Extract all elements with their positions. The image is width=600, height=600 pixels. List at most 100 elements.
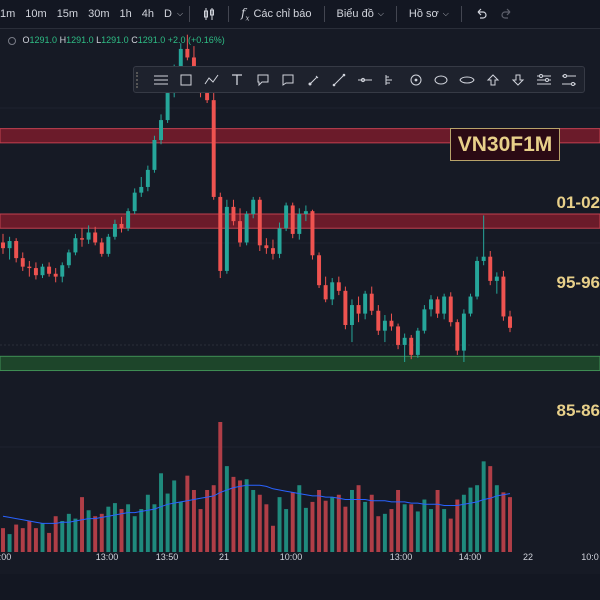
trend-line-icon[interactable] (327, 67, 353, 92)
timeframe-dropdown-icon[interactable]: ⌵ (176, 9, 184, 18)
ellipse-icon[interactable] (429, 67, 455, 92)
volume-bar (290, 492, 295, 552)
close-label: C (131, 35, 138, 45)
volume-bar (442, 509, 447, 552)
eye-icon[interactable] (454, 67, 480, 92)
chart-menu-button[interactable]: Biểu đồ ⌵ (331, 8, 390, 20)
candle-body (27, 266, 32, 269)
zone-label-95-96: 95-96 (556, 273, 600, 292)
candle-body (330, 282, 335, 300)
timeframe-30m[interactable]: 30m (88, 8, 110, 20)
arrow-down-icon[interactable] (505, 67, 531, 92)
volume-bar (422, 499, 427, 552)
rectangle-icon[interactable] (173, 67, 199, 92)
candle-body (93, 232, 98, 243)
timeframe-d[interactable]: D (164, 8, 172, 20)
timeframe-1h[interactable]: 1h (119, 8, 132, 20)
volume-bar (93, 516, 98, 552)
time-label: 22 (522, 552, 534, 562)
time-label: 14:00 (458, 552, 482, 562)
candle-body (290, 205, 295, 234)
candle-body (224, 206, 229, 271)
candle-body (415, 330, 420, 355)
undo-button[interactable] (468, 7, 494, 21)
path-icon[interactable] (199, 67, 225, 92)
menu-icon[interactable] (148, 67, 174, 92)
redo-icon (501, 8, 511, 19)
candle-body (310, 211, 315, 256)
candle-body (53, 273, 58, 277)
candle-body (349, 305, 354, 325)
candle-body (211, 100, 216, 197)
candle-body (461, 313, 466, 351)
brush-icon[interactable] (301, 67, 327, 92)
timeframe-10m[interactable]: 10m (25, 8, 47, 20)
volume-bar (211, 485, 216, 552)
chart-type-button[interactable] (196, 7, 222, 21)
text-icon[interactable] (224, 67, 250, 92)
candle-body (323, 285, 328, 300)
volume-bar (86, 510, 91, 552)
settings-sliders-icon[interactable] (531, 67, 557, 92)
timeframe-4h[interactable]: 4h (141, 8, 154, 20)
volume-bar (297, 485, 302, 552)
timeframe-15m[interactable]: 15m (56, 8, 79, 20)
volume-bar (165, 493, 170, 552)
candle-body (455, 322, 460, 351)
timeframe-1m[interactable]: 1m (0, 8, 16, 20)
ohlc-legend: O1291.0 H1291.0 L1291.0 C1291.0 +2.0 (+0… (8, 35, 225, 45)
object-tree-icon[interactable] (556, 67, 582, 92)
volume-bar (40, 523, 45, 552)
callout-icon[interactable] (250, 67, 276, 92)
candle-body (7, 241, 12, 249)
volume-bar (159, 473, 164, 552)
candle-body (178, 48, 183, 69)
volume-bar (481, 461, 486, 552)
candle-body (442, 296, 447, 314)
price-chart[interactable] (0, 29, 600, 574)
candle-body (119, 223, 124, 229)
candle-body (86, 232, 91, 240)
horizontal-ray-icon[interactable] (352, 67, 378, 92)
volume-bar (60, 520, 65, 552)
time-axis[interactable]: :00 13:00 13:50 21 10:00 13:00 14:00 22 … (0, 552, 600, 574)
candle-body (468, 296, 473, 314)
open-value: 1291.0 (29, 35, 58, 45)
volume-bar (33, 528, 38, 552)
volume-bar (231, 476, 236, 552)
candle-body (448, 296, 453, 323)
target-icon[interactable] (403, 67, 429, 92)
price-marker-icon[interactable] (378, 67, 404, 92)
legend-eye-icon[interactable] (8, 36, 16, 45)
time-label: 10:0 (581, 552, 599, 562)
volume-bar (343, 506, 348, 552)
candle-body (20, 258, 25, 267)
volume-bar (435, 489, 440, 552)
candle-body (297, 214, 302, 234)
candle-body (475, 260, 480, 297)
chart-menu-label: Biểu đồ (336, 8, 374, 20)
volume-bar (152, 504, 157, 552)
candle-body (396, 326, 401, 345)
volume-bar (264, 504, 269, 552)
drag-handle[interactable] (136, 71, 146, 88)
toolbar-divider (189, 6, 191, 22)
candle-body (382, 320, 387, 331)
high-value: 1291.0 (66, 35, 94, 45)
volume-bar (330, 497, 335, 552)
candle-body (73, 238, 78, 253)
volume-bar (284, 509, 289, 552)
redo-button[interactable] (494, 7, 520, 21)
low-value: 1291.0 (101, 35, 129, 45)
high-label: H (59, 35, 67, 45)
candle-body (244, 214, 249, 243)
volume-bar (251, 489, 256, 552)
arrow-up-icon[interactable] (480, 67, 506, 92)
volume-bar (415, 511, 420, 552)
profile-menu-button[interactable]: Hồ sơ ⌵ (403, 8, 455, 20)
indicators-button[interactable]: fx Các chỉ báo (235, 6, 318, 22)
volume-bar (376, 516, 381, 552)
candle-body (33, 268, 38, 276)
note-icon[interactable] (276, 67, 302, 92)
volume-bar (1, 528, 5, 552)
